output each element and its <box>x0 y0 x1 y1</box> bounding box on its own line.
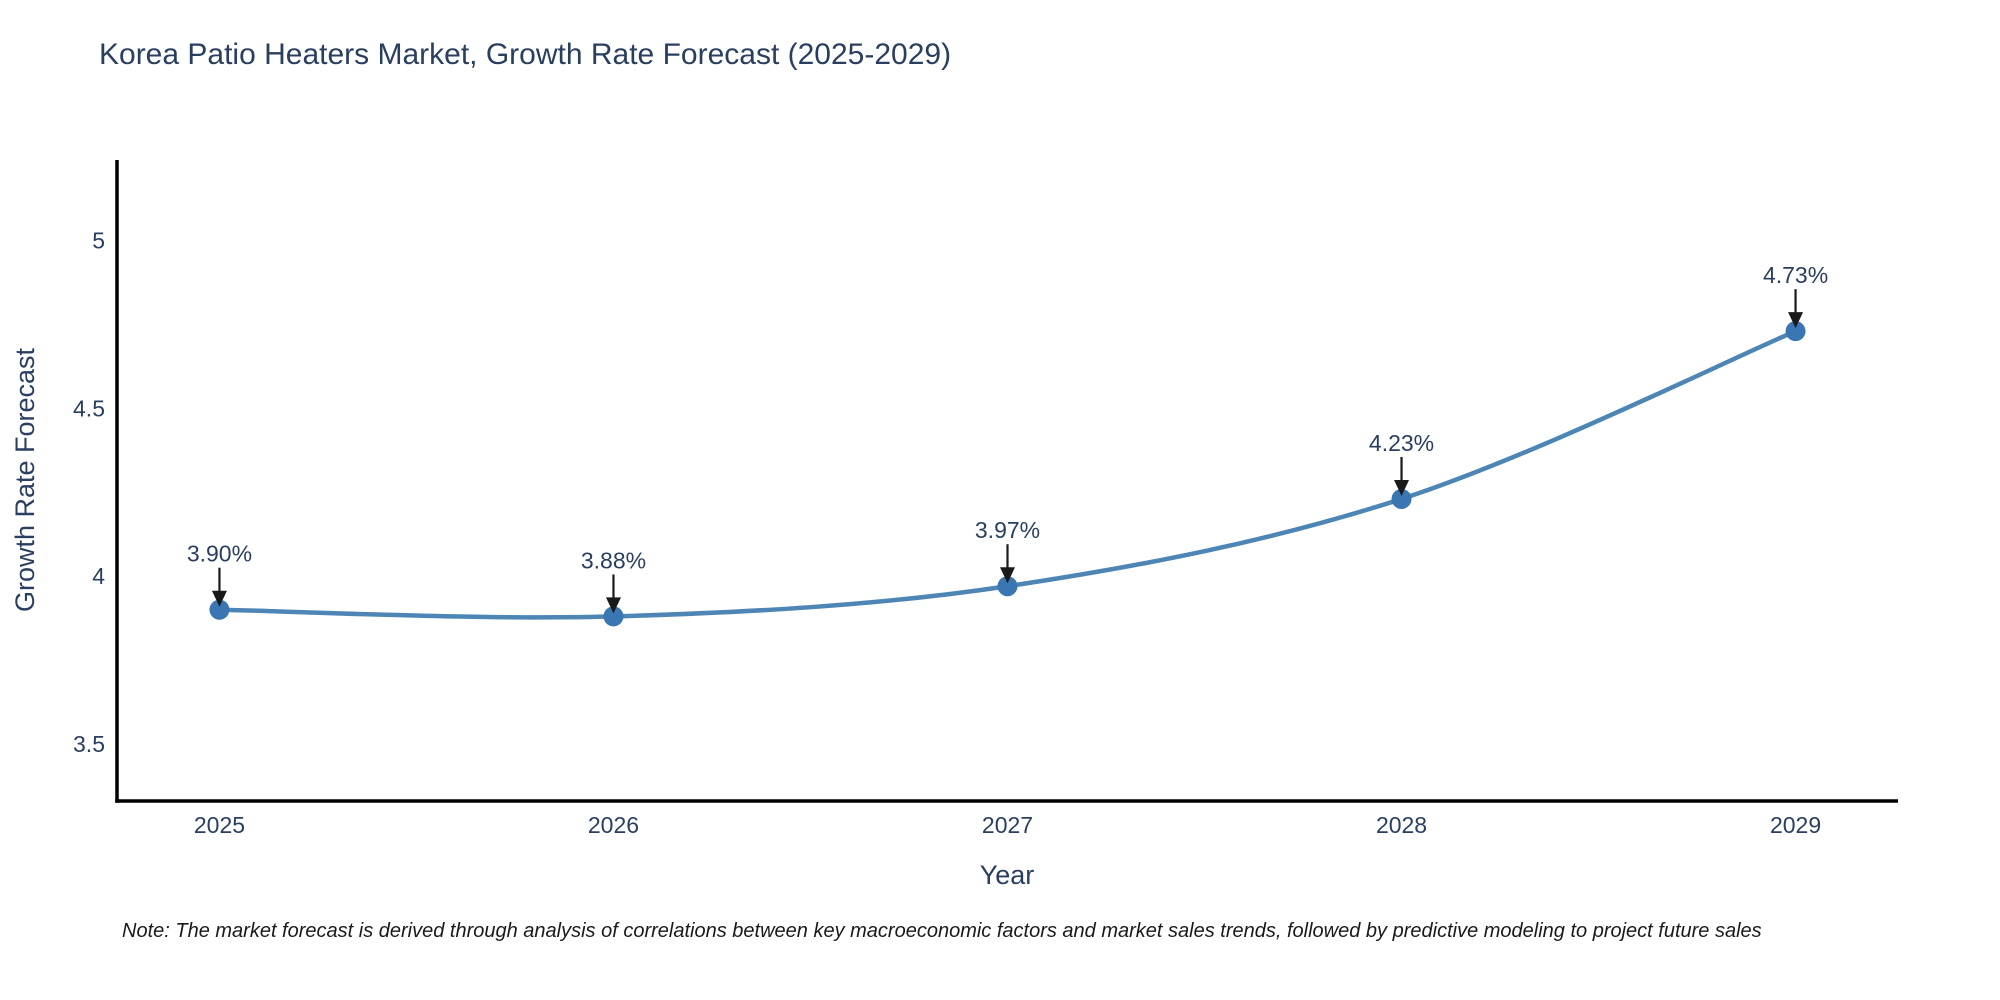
data-point-marker <box>603 606 624 627</box>
x-tick-label: 2028 <box>1376 812 1427 838</box>
chart-generated-layer: 3.5 4 4.5 5 2025 2026 2027 2028 2029 3.90% 3.88% 3.… <box>73 160 1898 838</box>
data-point-label: 3.90% <box>187 541 252 567</box>
data-point-marker <box>209 599 230 620</box>
data-point-label: 3.88% <box>581 547 646 573</box>
data-point-label: 3.97% <box>975 517 1040 543</box>
annotation-arrowhead-icon <box>605 597 621 614</box>
y-tick-label: 5 <box>92 228 105 254</box>
x-tick-label: 2029 <box>1770 812 1821 838</box>
y-tick-label: 3.5 <box>73 731 105 757</box>
chart-title: Korea Patio Heaters Market, Growth Rate … <box>99 38 952 71</box>
footnote: Note: The market forecast is derived thr… <box>122 920 1762 942</box>
y-axis-title: Growth Rate Forecast <box>10 347 40 612</box>
annotation-arrowhead-icon <box>211 590 227 607</box>
data-point-label: 4.73% <box>1763 262 1828 288</box>
data-point-marker <box>1391 488 1412 509</box>
data-point-marker <box>1785 321 1806 342</box>
x-tick-label: 2027 <box>982 812 1033 838</box>
annotation-arrowhead-icon <box>1394 479 1410 496</box>
y-tick-label: 4.5 <box>73 395 105 421</box>
annotation-arrowhead-icon <box>1788 312 1804 329</box>
data-point-marker <box>997 576 1018 597</box>
x-axis-title: Year <box>980 860 1035 890</box>
y-tick-label: 4 <box>92 563 105 589</box>
annotation-arrowhead-icon <box>1000 567 1015 584</box>
x-tick-label: 2025 <box>194 812 245 838</box>
data-point-label: 4.23% <box>1369 430 1434 456</box>
x-tick-label: 2026 <box>588 812 639 838</box>
